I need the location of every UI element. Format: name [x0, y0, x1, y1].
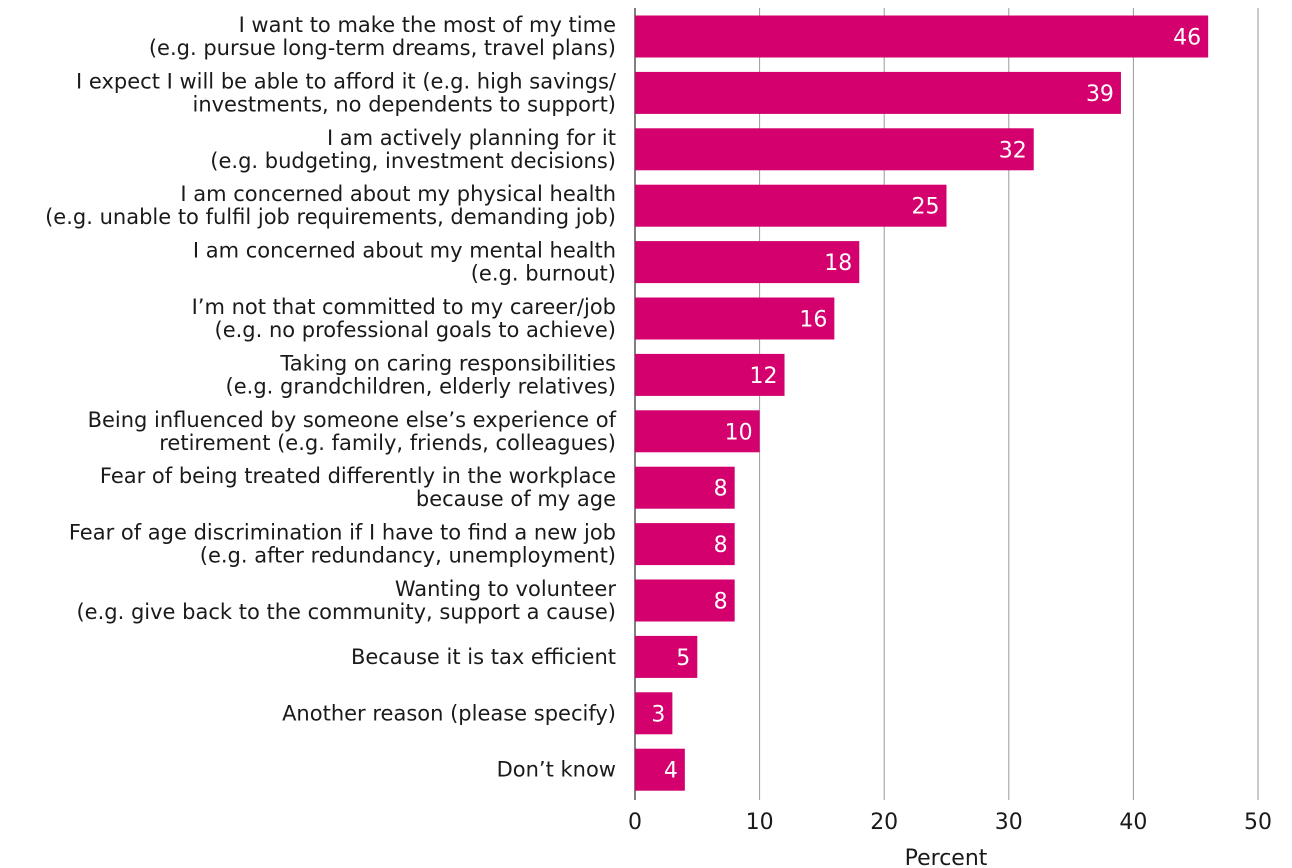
bar [635, 128, 1034, 171]
gridlines [634, 8, 1259, 800]
category-label: Wanting to volunteer (e.g. give back to t… [76, 577, 616, 624]
x-tick-label: 30 [995, 810, 1023, 835]
bar [635, 579, 735, 622]
category-label: I want to make the most of my time (e.g. … [149, 13, 616, 60]
bar [635, 15, 1209, 58]
data-label: 12 [750, 364, 778, 389]
category-label: Another reason (please specify) [282, 701, 616, 725]
bar [635, 184, 947, 227]
bar [635, 692, 673, 735]
bar [635, 353, 785, 396]
x-tick-label: 40 [1119, 810, 1147, 835]
bar [635, 410, 760, 453]
category-label: I expect I will be able to afford it (e.… [76, 69, 617, 116]
data-label: 46 [1173, 26, 1201, 51]
data-label: 32 [999, 138, 1027, 163]
data-label: 16 [799, 308, 827, 333]
category-label: Taking on caring responsibilities (e.g. g… [226, 351, 616, 398]
category-label: I’m not that committed to my career/job(… [192, 295, 616, 342]
x-tick-label: 20 [870, 810, 898, 835]
bar [635, 523, 735, 566]
bar [635, 748, 685, 791]
x-tick-label: 10 [746, 810, 774, 835]
category-label: Fear of being treated differently in the… [100, 464, 616, 511]
bar [635, 71, 1121, 114]
category-label: Being influenced by someone else’s exper… [88, 408, 617, 455]
x-tick-label: 50 [1244, 810, 1272, 835]
data-label: 39 [1086, 82, 1114, 107]
data-label: 8 [714, 590, 728, 615]
bar [635, 241, 860, 284]
data-label: 8 [714, 477, 728, 502]
category-label: Because it is tax efficient [351, 645, 616, 669]
x-axis-title: Percent [905, 846, 988, 868]
bars: 46 39 32 25 18 16 12 10 8 8 8 5 3 4 [635, 15, 1209, 791]
category-label: I am concerned about my mental health (e.… [193, 239, 616, 286]
category-label: I am actively planning for it (e.g. budge… [210, 126, 616, 173]
data-label: 10 [725, 420, 753, 445]
bar [635, 635, 698, 678]
data-label: 8 [714, 533, 728, 558]
x-tick-labels: 0 10 20 30 40 50 [628, 810, 1272, 835]
category-labels: I want to make the most of my time (e.g. … [45, 13, 617, 782]
category-label: Fear of age discrimination if I have to … [69, 521, 616, 568]
x-tick-label: 0 [628, 810, 642, 835]
data-label: 5 [676, 646, 690, 671]
data-label: 18 [824, 251, 852, 276]
data-label: 25 [912, 195, 940, 220]
bar [635, 466, 735, 509]
data-label: 3 [651, 702, 665, 727]
category-label: Don’t know [497, 758, 616, 782]
data-label: 4 [664, 759, 678, 784]
category-label: I am concerned about my physical health(… [45, 182, 616, 229]
bar [635, 297, 835, 340]
